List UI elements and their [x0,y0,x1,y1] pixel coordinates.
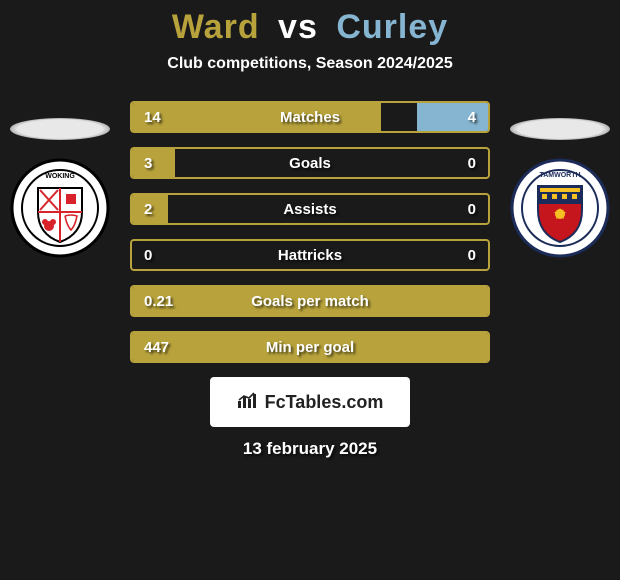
stat-label: Min per goal [132,339,488,356]
stat-label: Assists [132,201,488,218]
stat-label: Matches [132,109,488,126]
stat-right-value: 0 [468,201,476,218]
player1-name: Ward [172,8,260,46]
stat-row: 3Goals0 [130,147,490,179]
date-label: 13 february 2025 [0,439,620,459]
stat-label: Goals [132,155,488,172]
title: Ward vs Curley [0,8,620,47]
left-team-block: WOKING [10,118,110,258]
stat-right-value: 4 [468,109,476,126]
ellipse-shadow-left [10,118,110,140]
stat-label: Goals per match [132,293,488,310]
svg-text:TAMWORTH: TAMWORTH [539,172,580,179]
woking-fc-crest: WOKING [10,158,110,258]
chart-icon [237,391,259,414]
stat-row: 0Hattricks0 [130,239,490,271]
stats-panel: 14Matches43Goals02Assists00Hattricks00.2… [130,101,490,363]
player2-name: Curley [336,8,448,46]
stat-row: 2Assists0 [130,193,490,225]
subtitle: Club competitions, Season 2024/2025 [0,55,620,73]
right-team-block: TAMWORTH [510,118,610,258]
title-vs: vs [278,8,318,46]
attribution-badge: FcTables.com [210,377,410,427]
stat-row: 0.21Goals per match [130,285,490,317]
stat-right-value: 0 [468,155,476,172]
svg-text:WOKING: WOKING [45,173,75,180]
attribution-text: FcTables.com [265,392,384,413]
stat-right-value: 0 [468,247,476,264]
stat-row: 14Matches4 [130,101,490,133]
ellipse-shadow-right [510,118,610,140]
stat-row: 447Min per goal [130,331,490,363]
stat-label: Hattricks [132,247,488,264]
tamworth-fc-crest: TAMWORTH [510,158,610,258]
